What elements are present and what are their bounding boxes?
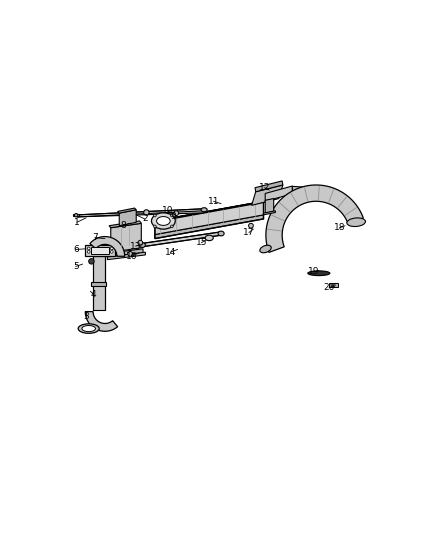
Polygon shape (265, 186, 293, 201)
Circle shape (170, 214, 173, 217)
Ellipse shape (260, 245, 271, 253)
Polygon shape (85, 245, 115, 256)
Text: 10: 10 (162, 206, 173, 215)
Text: 7: 7 (92, 233, 98, 242)
Polygon shape (90, 237, 125, 256)
Ellipse shape (205, 235, 213, 241)
Polygon shape (93, 256, 105, 310)
Text: 3: 3 (83, 311, 89, 320)
Polygon shape (142, 232, 221, 247)
Ellipse shape (201, 208, 207, 212)
Polygon shape (109, 221, 141, 228)
Polygon shape (111, 223, 141, 252)
Text: 1: 1 (74, 218, 80, 227)
Circle shape (154, 225, 156, 228)
Circle shape (110, 251, 113, 253)
Polygon shape (109, 249, 143, 257)
Circle shape (170, 225, 173, 228)
Circle shape (128, 252, 132, 256)
Text: 11: 11 (208, 197, 219, 206)
Ellipse shape (347, 218, 365, 227)
Text: 19: 19 (307, 268, 319, 277)
Polygon shape (265, 199, 274, 213)
Text: 20: 20 (323, 284, 335, 292)
Polygon shape (155, 201, 265, 222)
Circle shape (138, 240, 143, 245)
Circle shape (249, 223, 253, 228)
Polygon shape (293, 187, 313, 195)
Polygon shape (85, 312, 118, 332)
Text: 5: 5 (73, 262, 79, 271)
Ellipse shape (218, 231, 224, 236)
Polygon shape (119, 210, 136, 225)
Ellipse shape (152, 213, 175, 229)
Circle shape (87, 247, 90, 250)
Ellipse shape (308, 271, 330, 276)
Text: 13: 13 (130, 241, 141, 251)
Polygon shape (251, 185, 283, 205)
Ellipse shape (78, 324, 99, 333)
Polygon shape (266, 185, 364, 253)
Ellipse shape (82, 326, 95, 332)
Circle shape (88, 259, 94, 264)
Text: 17: 17 (243, 228, 254, 237)
Text: 16: 16 (127, 252, 138, 261)
Text: 2: 2 (142, 214, 148, 223)
Polygon shape (155, 201, 264, 235)
Polygon shape (255, 181, 283, 192)
Circle shape (154, 214, 156, 217)
Ellipse shape (139, 243, 145, 247)
Text: 8: 8 (120, 221, 126, 230)
Text: 14: 14 (165, 248, 176, 257)
Text: 18: 18 (334, 223, 346, 232)
Polygon shape (155, 215, 264, 239)
Polygon shape (107, 252, 145, 260)
Polygon shape (78, 209, 204, 217)
Circle shape (110, 247, 113, 250)
Polygon shape (92, 247, 109, 254)
Circle shape (87, 251, 90, 253)
Polygon shape (117, 208, 136, 213)
Text: 15: 15 (196, 238, 207, 247)
Text: 9: 9 (170, 212, 176, 221)
Text: 6: 6 (73, 245, 79, 254)
Polygon shape (92, 282, 106, 286)
Ellipse shape (157, 216, 170, 225)
Text: 4: 4 (91, 290, 97, 299)
Polygon shape (74, 214, 79, 216)
Text: 12: 12 (259, 183, 270, 192)
Polygon shape (264, 211, 276, 215)
Circle shape (144, 210, 149, 215)
Polygon shape (329, 284, 338, 287)
Circle shape (332, 284, 335, 287)
Circle shape (174, 211, 179, 215)
Circle shape (74, 214, 78, 217)
